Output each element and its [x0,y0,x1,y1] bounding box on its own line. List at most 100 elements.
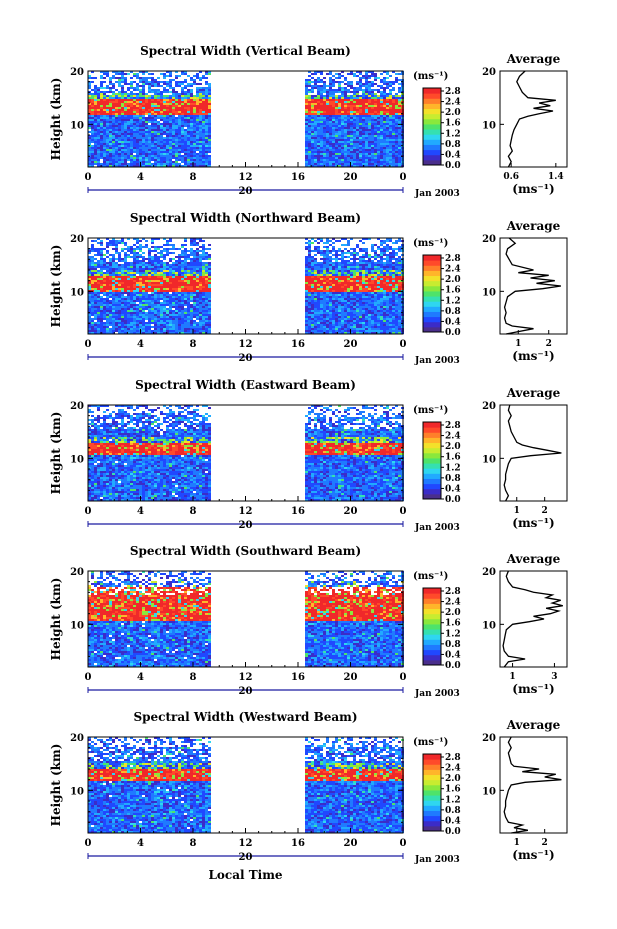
y-tick-label: 10 [70,454,84,465]
avg-x-label: (ms⁻¹) [512,349,554,363]
panel-title: Spectral Width (Eastward Beam) [135,378,356,392]
y-axis-label: Height (km) [49,744,63,827]
x-tick-label: 0 [400,672,407,683]
x-tick-label: 12 [239,172,253,183]
date-label: Jan 2003 [414,189,460,199]
avg-x-tick-label: 1 [515,339,521,349]
colorbar-tick: 2.8 [445,753,461,763]
x-tick-label: 4 [137,506,144,517]
colorbar-tick: 1.2 [445,129,461,139]
colorbar-tick: 0.4 [445,650,461,660]
y-tick-label: 20 [70,733,84,744]
x-axis-label: Local Time [208,868,282,882]
panel-title: Spectral Width (Northward Beam) [130,211,361,225]
x-tick-label: 16 [291,672,305,683]
y-axis-label: Height (km) [49,245,63,328]
avg-x-label: (ms⁻¹) [512,516,554,530]
colorbar-unit: (ms⁻¹) [413,238,448,249]
average-line [503,404,562,502]
avg-x-tick-label: 2 [546,339,552,349]
y-tick-label: 20 [70,234,84,245]
y-axis-label: Height (km) [49,412,63,495]
day-label: 20 [239,186,253,197]
average-profile: 20 10 1 2(ms⁻¹) [482,401,568,530]
x-tick-label: 4 [137,838,144,849]
avg-y-tick-label: 20 [482,234,496,245]
x-tick-label: 8 [190,672,197,683]
panel-title: Spectral Width (Vertical Beam) [140,44,351,58]
panel-3: Spectral Width (Eastward Beam)0 4 8 12 16 20 0… [49,378,568,533]
x-tick-label: 8 [190,172,197,183]
colorbar-tick: 1.6 [445,119,461,129]
colorbar: 2.82.42.01.61.20.80.40.0 [422,421,461,505]
colorbar-tick: 2.4 [445,764,461,774]
colorbar-tick: 1.6 [445,453,461,463]
x-tick-label: 16 [291,339,305,350]
x-tick-label: 16 [291,506,305,517]
date-label: Jan 2003 [414,523,460,533]
panel-1: Spectral Width (Vertical Beam) 0 4 8 12 16 20 0… [49,44,568,199]
average-line [503,237,561,335]
colorbar-tick: 0.8 [445,806,461,816]
colorbar-tick: 0.0 [445,328,461,338]
day-label: 20 [239,852,253,863]
x-tick-label: 0 [400,838,407,849]
colorbar-tick: 2.0 [445,275,461,285]
average-title: Average [506,386,561,400]
colorbar-tick: 0.4 [445,484,461,494]
colorbar-tick: 0.8 [445,307,461,317]
x-tick-label: 12 [239,672,253,683]
heatmap [88,405,404,501]
average-title: Average [506,552,561,566]
date-label: Jan 2003 [414,689,460,699]
colorbar-tick: 0.0 [445,661,461,671]
colorbar-tick: 1.6 [445,619,461,629]
colorbar-tick: 0.0 [445,495,461,505]
average-line [507,70,556,168]
y-tick-label: 10 [70,287,84,298]
colorbar-tick: 0.4 [445,150,461,160]
average-line [503,736,562,834]
avg-y-tick-label: 20 [482,733,496,744]
y-tick-label: 20 [70,67,84,78]
heatmap [88,571,404,667]
heatmap [88,737,404,833]
colorbar-tick: 2.8 [445,254,461,264]
x-tick-label: 0 [85,506,92,517]
colorbar: 2.82.42.01.61.20.80.40.0 [422,587,461,671]
avg-x-tick-label: 2 [542,506,548,516]
heatmap [88,71,404,167]
y-axis-label: Height (km) [49,578,63,661]
colorbar-tick: 2.0 [445,774,461,784]
avg-x-tick-label: 2 [542,838,548,848]
colorbar-tick: 1.2 [445,795,461,805]
colorbar-tick: 0.8 [445,640,461,650]
colorbar: 2.82.42.01.61.20.80.40.0 [422,254,461,338]
day-label: 20 [239,686,253,697]
avg-x-tick-label: 3 [551,672,557,682]
colorbar-tick: 1.2 [445,629,461,639]
colorbar-tick: 2.4 [445,432,461,442]
avg-x-tick-label: 1 [514,506,520,516]
colorbar-tick: 2.4 [445,598,461,608]
colorbar-tick: 2.8 [445,587,461,597]
colorbar-tick: 2.4 [445,98,461,108]
y-axis-label: Height (km) [49,78,63,161]
colorbar-tick: 2.0 [445,608,461,618]
colorbar-tick: 2.4 [445,265,461,275]
panel-4: Spectral Width (Southward Beam) 0 4 8 12 16 20… [49,544,568,699]
y-tick-label: 20 [70,567,84,578]
average-title: Average [506,219,561,233]
x-tick-label: 4 [137,172,144,183]
avg-y-tick-label: 20 [482,401,496,412]
avg-y-tick-label: 10 [482,454,496,465]
colorbar: 2.82.42.01.61.20.80.40.0 [422,87,461,171]
x-tick-label: 8 [190,506,197,517]
avg-x-tick-label: 1 [514,838,520,848]
panel-5: Spectral Width (Westward Beam)0 4 8 12 16 20 0… [49,710,568,865]
colorbar-unit: (ms⁻¹) [413,737,448,748]
avg-y-tick-label: 10 [482,786,496,797]
colorbar-tick: 1.2 [445,296,461,306]
avg-x-label: (ms⁻¹) [512,848,554,862]
